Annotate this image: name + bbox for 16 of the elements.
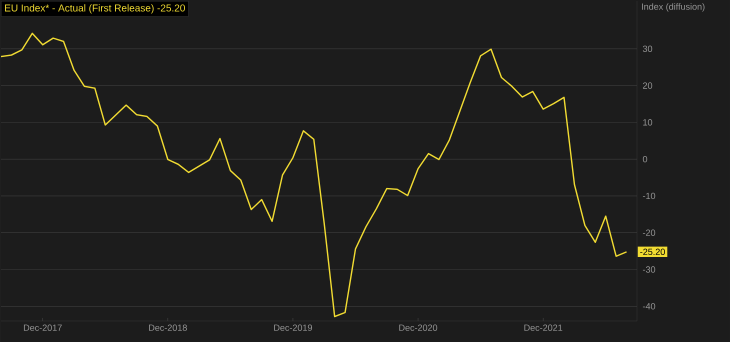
annotation: -25.20 [640,248,665,256]
y-axis-title: Index (diffusion) [642,3,705,12]
chart-title: EU Index* - Actual (First Release) -25.20 [5,4,185,14]
y-tick-label: -10 [642,192,656,200]
y-tick-label: 10 [643,119,652,126]
y-tick-label: -20 [642,230,656,236]
x-tick-label: Dec-2017 [24,324,62,331]
y-tick-label: -40 [642,303,656,310]
y-tick-label: -30 [642,266,656,273]
x-tick-label: Dec-2018 [149,324,187,331]
x-tick-label: Dec-2019 [274,324,312,331]
y-tick-label: 20 [642,82,652,89]
y-tick-label: 30 [642,46,652,52]
y-tick-label: 0 [642,156,648,162]
x-tick-label: Dec-2020 [399,324,438,331]
x-tick-label: Dec-2021 [524,324,562,331]
